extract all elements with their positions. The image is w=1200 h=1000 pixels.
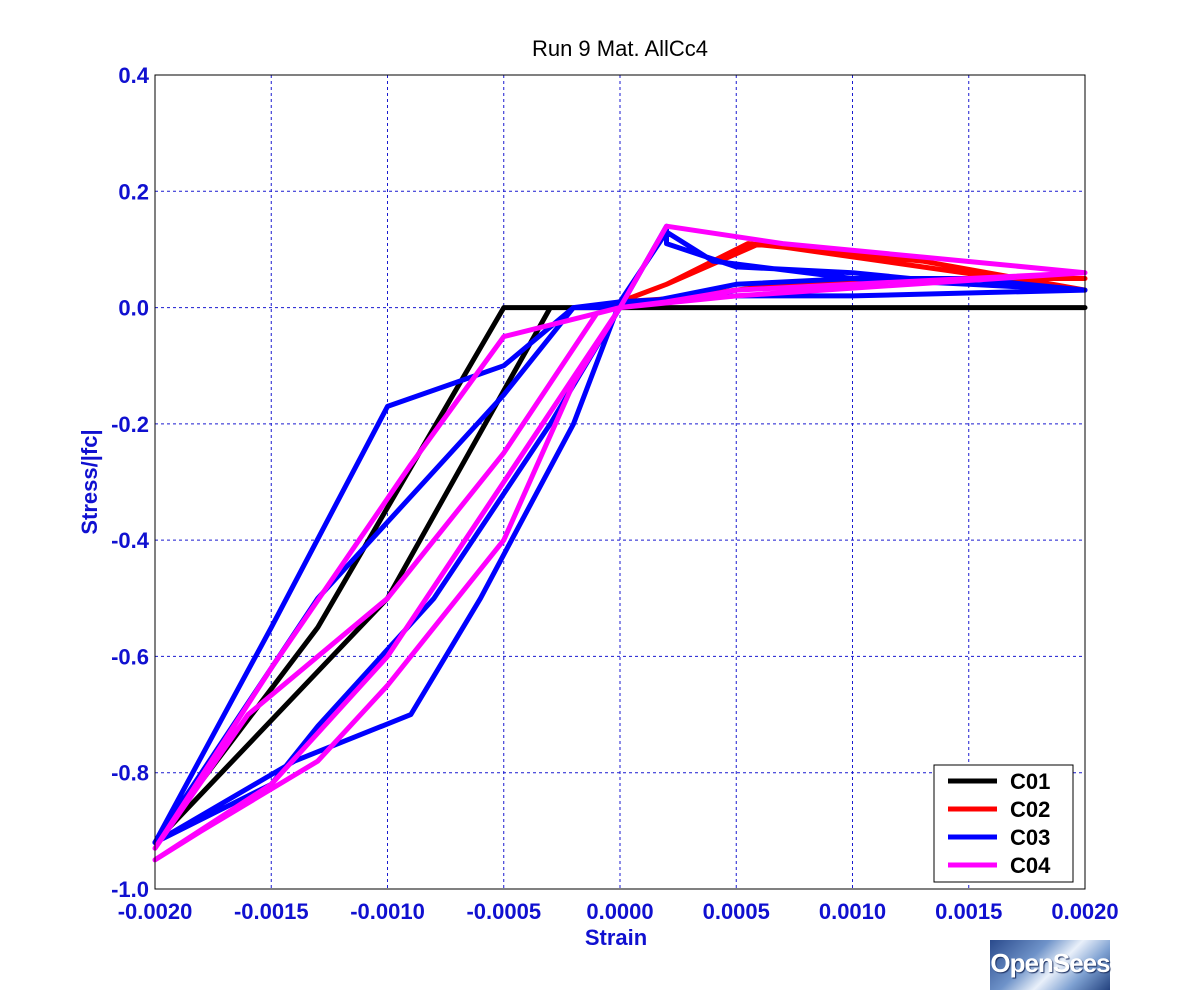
y-tick-label: 0.2 [118,179,149,204]
x-tick-label: 0.0000 [586,899,653,924]
legend-label-c03: C03 [1010,825,1050,850]
legend: C01 C02 C03 C04 [933,764,1074,883]
series-layer [152,223,1088,863]
x-tick-label: 0.0010 [819,899,886,924]
y-tick-labels: -1.0 -0.8 -0.6 -0.4 -0.2 0.0 0.2 0.4 [111,63,150,902]
y-tick-label: -1.0 [111,877,149,902]
x-tick-label: -0.0020 [118,899,193,924]
x-tick-label: -0.0005 [466,899,541,924]
y-tick-label: -0.6 [111,644,149,669]
x-tick-label: -0.0010 [350,899,425,924]
legend-label-c04: C04 [1010,853,1051,878]
legend-label-c01: C01 [1010,769,1050,794]
series-c01-line [152,305,1088,845]
logo-text: OpenSees [990,948,1110,978]
y-tick-label: -0.8 [111,761,149,786]
y-axis-label: Stress/|fc| [77,429,102,534]
chart-title: Run 9 Mat. AllCc4 [532,36,708,61]
x-tick-label: 0.0015 [935,899,1002,924]
plot-frame [154,74,1086,890]
series-c04-line [152,223,1088,863]
x-tick-labels: -0.0020 -0.0015 -0.0010 -0.0005 0.0000 0.0005… [118,899,1119,924]
x-tick-label: 0.0020 [1051,899,1118,924]
x-tick-label: -0.0015 [234,899,309,924]
legend-label-c02: C02 [1010,797,1050,822]
y-tick-label: 0.4 [118,63,149,88]
y-tick-label: -0.4 [111,528,150,553]
x-axis-label: Strain [585,925,647,950]
y-tick-label: 0.0 [118,296,149,321]
y-tick-label: -0.2 [111,412,149,437]
opensees-logo: OpenSees [990,940,1111,990]
x-tick-label: 0.0005 [703,899,770,924]
